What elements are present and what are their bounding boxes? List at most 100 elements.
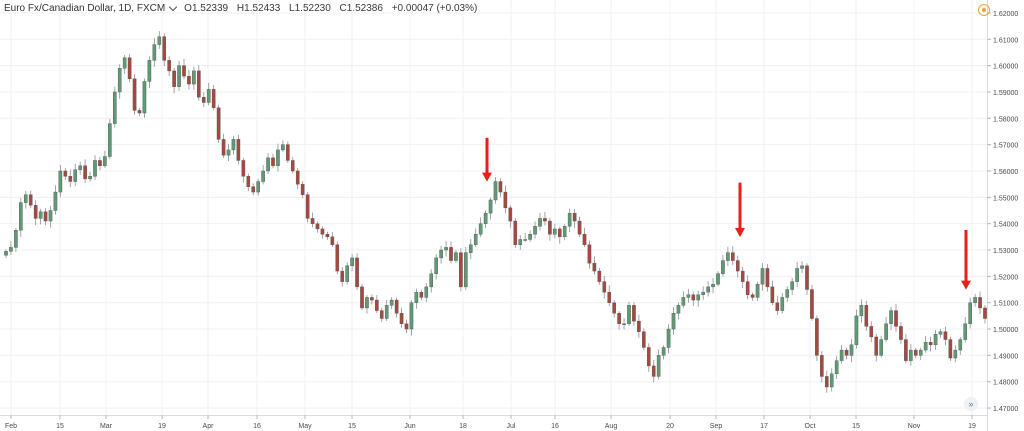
candle-body: [815, 318, 819, 356]
candle-body: [192, 70, 196, 85]
candle-body: [157, 36, 162, 45]
candle-body: [617, 313, 621, 324]
candle-body: [834, 360, 839, 375]
candle-body: [953, 349, 958, 359]
candle-body: [582, 234, 587, 245]
candle-body: [226, 149, 231, 156]
candle-body: [19, 202, 23, 231]
candle-body: [350, 257, 354, 267]
candle-body: [543, 218, 547, 222]
candle-body: [518, 239, 523, 245]
candle-body: [83, 165, 87, 180]
candle-body: [557, 228, 562, 238]
candle-body: [355, 257, 359, 288]
candle-body: [305, 194, 310, 219]
y-tick-label: 1.55000: [993, 195, 1018, 202]
price-axis[interactable]: 1.62000 1.61000 1.60000 1.59000 1.58000 1.570…: [987, 11, 1018, 413]
candle-body: [755, 284, 760, 298]
gear-icon[interactable]: [978, 4, 990, 16]
symbol-title[interactable]: Euro Fx/Canadian Dollar, 1D, FXCM: [4, 3, 166, 14]
candle-body: [548, 220, 552, 235]
candle-body: [731, 252, 735, 261]
candle-body: [735, 260, 740, 272]
candle-body: [187, 75, 191, 85]
candle-body: [958, 339, 963, 351]
candle-body: [320, 228, 325, 235]
candle-body: [63, 170, 68, 177]
candle-body: [330, 236, 335, 245]
candle-body: [464, 252, 468, 288]
candle-body: [14, 230, 18, 248]
candle-body: [765, 268, 770, 288]
candle-body: [933, 334, 938, 346]
x-tick-label: 17: [760, 423, 768, 430]
candle-body: [424, 286, 429, 298]
candle-body: [666, 328, 671, 348]
candle-body: [810, 289, 814, 319]
candle-body: [429, 273, 434, 288]
candle-body: [98, 160, 102, 166]
x-tick-label: Jul: [507, 423, 516, 430]
candle-body: [592, 262, 597, 272]
candle-body: [597, 270, 602, 282]
candle-body: [839, 349, 844, 361]
candle-body: [854, 315, 859, 346]
candle-body: [721, 260, 725, 274]
candle-body: [622, 323, 626, 325]
candle-body: [661, 347, 666, 356]
candle-body: [607, 291, 612, 303]
time-axis[interactable]: Feb 15 Mar 19 Apr 16 May 15 Jun 18 Jul 16 Aug 20 Sep 17…: [5, 415, 976, 430]
candle-body: [142, 81, 147, 114]
candle-body: [9, 247, 13, 252]
candle-body: [923, 341, 928, 351]
x-tick-label: 19: [158, 423, 166, 430]
candle-body: [538, 218, 542, 227]
candle-body: [493, 181, 498, 201]
x-tick-label: 18: [459, 423, 467, 430]
candle-body: [112, 91, 117, 124]
candle-body: [404, 323, 409, 330]
candle-body: [23, 194, 28, 203]
candle-body: [681, 297, 686, 306]
candle-body: [315, 223, 320, 230]
candle-body: [394, 299, 399, 314]
candle-body: [127, 57, 132, 80]
y-tick-label: 1.51000: [993, 301, 1018, 308]
y-tick-label: 1.58000: [993, 116, 1018, 123]
candle-body: [206, 89, 211, 103]
candle-body: [656, 355, 661, 377]
candle-body: [68, 176, 73, 182]
candle-body: [375, 299, 379, 311]
go-to-realtime-icon[interactable]: »: [964, 397, 978, 411]
y-tick-label: 1.59000: [993, 90, 1018, 97]
candle-body: [696, 294, 701, 301]
candle-body: [281, 144, 285, 151]
candle-body: [646, 347, 651, 367]
high-value: H1.52433: [236, 3, 281, 14]
candle-body: [691, 294, 696, 301]
y-tick-label: 1.62000: [993, 11, 1018, 18]
y-tick-label: 1.53000: [993, 248, 1018, 255]
candle-body: [211, 89, 216, 108]
x-tick-label: Jun: [404, 423, 415, 430]
x-tick-label: 16: [253, 423, 261, 430]
candle-body: [103, 156, 107, 166]
candle-body: [434, 257, 438, 274]
chevron-down-icon[interactable]: [168, 2, 178, 12]
candle-body: [577, 220, 582, 235]
candle-body: [137, 110, 142, 114]
down-arrow-head: [482, 172, 492, 182]
y-tick-label: 1.56000: [993, 169, 1018, 176]
candle-body: [844, 349, 849, 356]
x-tick-label: Mar: [100, 423, 113, 430]
candle-body: [488, 199, 493, 214]
y-tick-label: 1.49000: [993, 353, 1018, 360]
candle-body: [632, 305, 636, 322]
close-value: C1.52386: [339, 3, 383, 14]
candle-body: [483, 212, 488, 224]
candle-body: [43, 211, 48, 222]
candle-body: [909, 349, 913, 361]
candle-body: [231, 139, 236, 151]
